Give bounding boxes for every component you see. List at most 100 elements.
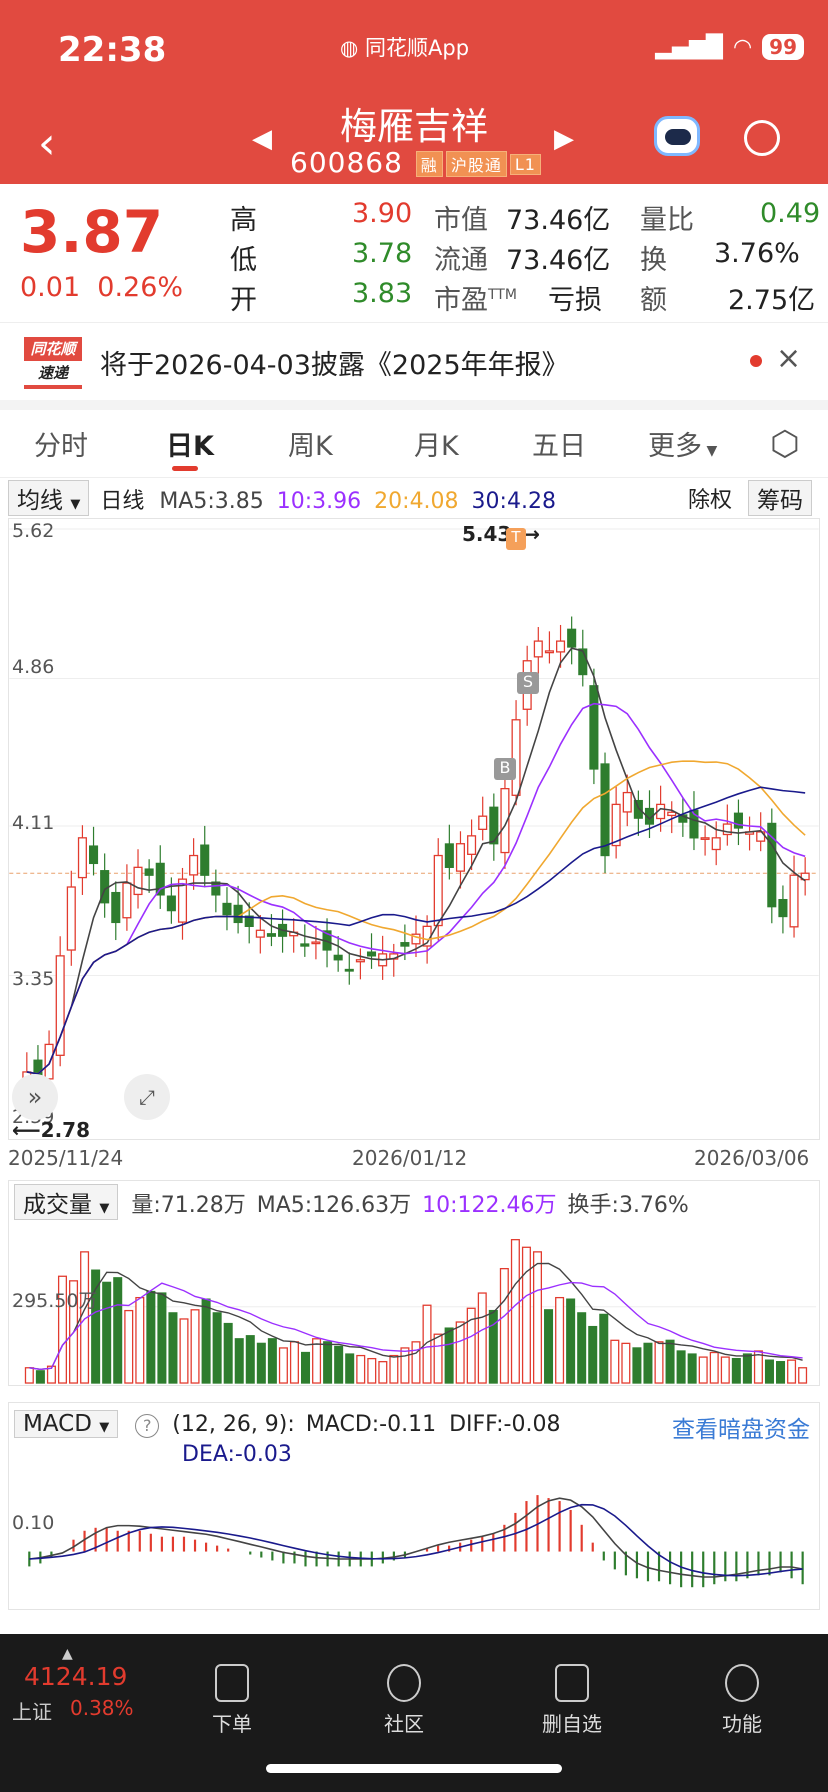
index-value[interactable]: 4124.19: [24, 1662, 128, 1691]
volume-bar: [544, 1309, 554, 1384]
candlestick-chart[interactable]: [8, 518, 820, 1140]
candle-body: [678, 814, 688, 823]
low-mark-label: ⟵2.78: [12, 1118, 91, 1142]
nav-functions[interactable]: 功能: [682, 1664, 802, 1737]
volume-bar: [588, 1325, 598, 1384]
amount-label: 额: [640, 285, 667, 316]
bottom-nav: ▲ 4124.19 上证 0.38% 下单 社区 删自选 功能: [0, 1634, 828, 1792]
candle-body: [667, 811, 677, 817]
logo-top-text: 同花顺: [30, 340, 76, 358]
volume-bar: [654, 1341, 664, 1384]
high-mark-value: 5.43: [462, 522, 512, 546]
ma-selector[interactable]: 均线 ▼: [8, 480, 90, 516]
dark-pool-link[interactable]: 查看暗盘资金: [672, 1417, 810, 1443]
macd-selector[interactable]: MACD ▼: [14, 1410, 119, 1438]
close-icon[interactable]: ×: [776, 341, 802, 376]
announcement-bar[interactable]: 同花顺 速递 将于2026-04-03披露《2025年年报》 ×: [0, 322, 828, 400]
chips-button[interactable]: 筹码: [748, 480, 812, 516]
candle-body: [467, 835, 477, 855]
volume-bar: [223, 1322, 233, 1384]
candle-body: [66, 886, 76, 951]
volume-bar: [411, 1341, 421, 1384]
volume-bar: [566, 1298, 576, 1384]
y-axis-2: 4.86: [12, 656, 55, 678]
volume-bar: [731, 1357, 741, 1384]
status-app-name: 同花顺App: [365, 36, 470, 60]
amount-value: 2.75亿: [728, 285, 816, 316]
low-mark-value: 2.78: [40, 1118, 91, 1142]
candle-body: [189, 854, 199, 876]
candle-body: [611, 803, 621, 847]
ma5-value: MA5:3.85: [159, 489, 264, 514]
volume-bar: [356, 1354, 366, 1384]
volume-bar: [113, 1277, 123, 1384]
signal-icon: ▂▄▆█: [655, 34, 723, 60]
candle-body: [722, 823, 732, 836]
volume-bar: [720, 1356, 730, 1384]
expand-left-button[interactable]: »: [12, 1074, 58, 1120]
pe-label-text: 市盈: [434, 285, 488, 316]
candle-body: [789, 874, 799, 928]
volume-value: 量:71.28万: [131, 1193, 246, 1218]
candle-body: [255, 929, 265, 938]
ma-selector-label: 均线: [17, 488, 63, 514]
next-stock-button[interactable]: ▶: [554, 124, 574, 154]
volume-bar: [245, 1335, 255, 1384]
candle-body: [122, 882, 132, 919]
section-gap: [0, 400, 828, 410]
nav-order[interactable]: 下单: [172, 1664, 292, 1737]
volume-axis-label: 295.50万: [12, 1290, 98, 1312]
volume-bar-header: 成交量 ▼ 量:71.28万 MA5:126.63万 10:122.46万 换手…: [14, 1184, 824, 1220]
volume-bar: [135, 1296, 145, 1384]
status-icons: ▂▄▆█ ◠ 99: [655, 34, 804, 60]
nav-community[interactable]: 社区: [344, 1664, 464, 1737]
nav-remove-watchlist-label: 删自选: [542, 1712, 602, 1736]
ma10-line: [26, 702, 806, 1075]
tab-five-day[interactable]: 五日: [532, 431, 586, 462]
tab-more[interactable]: 更多 ▼: [648, 424, 717, 463]
nav-community-label: 社区: [384, 1712, 424, 1736]
robot-assistant-icon[interactable]: [654, 116, 700, 156]
high-label: 高: [230, 205, 257, 236]
volume-bar: [124, 1309, 134, 1384]
volume-bar: [212, 1312, 222, 1384]
change-pct: 0.26%: [97, 272, 184, 303]
top-marker[interactable]: T: [506, 528, 526, 550]
open-label: 开: [230, 285, 257, 316]
fullscreen-button[interactable]: ⤢: [124, 1074, 170, 1120]
help-icon[interactable]: ?: [135, 1414, 160, 1438]
high-mark-label: 5.43⟶: [462, 522, 540, 546]
sell-marker[interactable]: S: [517, 672, 539, 694]
ma30-line: [26, 786, 806, 1075]
volume-selector[interactable]: 成交量 ▼: [14, 1184, 119, 1220]
prev-stock-button[interactable]: ◀: [252, 124, 272, 154]
fq-button[interactable]: 除权: [688, 488, 733, 513]
low-value: 3.78: [352, 238, 413, 269]
search-icon[interactable]: [744, 120, 780, 156]
volume-bar: [312, 1338, 322, 1384]
volume-bar: [35, 1370, 45, 1384]
tab-intraday[interactable]: 分时: [34, 431, 88, 462]
candle-body: [500, 787, 510, 854]
volume-bar: [776, 1361, 786, 1384]
macd-chart[interactable]: [8, 1402, 820, 1610]
candle-body: [544, 650, 554, 654]
candle-body: [444, 843, 454, 868]
volume-bar: [168, 1312, 178, 1384]
tab-monthly-k[interactable]: 月K: [414, 431, 459, 462]
app-header: 22:38 ◍ 同花顺App ▂▄▆█ ◠ 99 ‹ ◀ 梅雁吉祥 ▶ 6008…: [0, 0, 828, 184]
tab-daily-k[interactable]: 日K: [166, 431, 214, 462]
nav-remove-watchlist[interactable]: 删自选: [512, 1664, 632, 1737]
macd-selector-label: MACD: [23, 1411, 92, 1437]
back-button[interactable]: ‹: [38, 118, 56, 169]
settings-hexagon-icon[interactable]: ⬡: [770, 424, 800, 464]
status-app-label: ◍ 同花顺App: [340, 32, 469, 62]
tab-weekly-k[interactable]: 周K: [288, 431, 333, 462]
period-tabs: 分时 日K 周K 月K 五日 更多 ▼ ⬡: [0, 410, 828, 478]
volume-bar: [676, 1350, 686, 1384]
candle-body: [155, 862, 165, 896]
volume-bar: [367, 1357, 377, 1384]
candle-body: [344, 968, 354, 972]
volume-chart[interactable]: [8, 1180, 820, 1386]
buy-marker[interactable]: B: [494, 758, 516, 780]
